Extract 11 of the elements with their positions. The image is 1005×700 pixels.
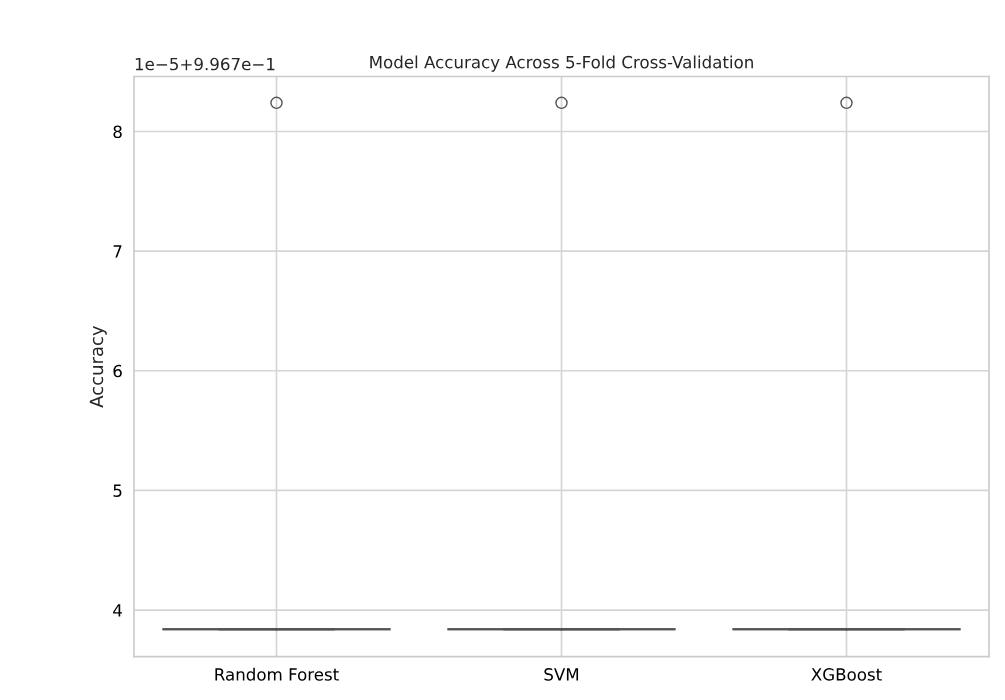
x-tick-label: Random Forest	[215, 667, 339, 681]
y-tick-label: 8	[113, 125, 122, 139]
y-tick-label: 7	[113, 245, 122, 258]
y-tick-label: 4	[113, 604, 122, 617]
x-tick-label: XGBoost	[811, 668, 882, 681]
chart-title: Model Accuracy Across 5-Fold Cross-Validation	[370, 55, 753, 72]
y-axis-title: Accuracy	[89, 325, 107, 408]
y-tick-label: 6	[113, 364, 122, 378]
text: 1e−5+9.967e−1	[135, 57, 275, 71]
y-tick-label: 5	[113, 484, 122, 497]
x-tick-label: SVM	[544, 668, 579, 681]
